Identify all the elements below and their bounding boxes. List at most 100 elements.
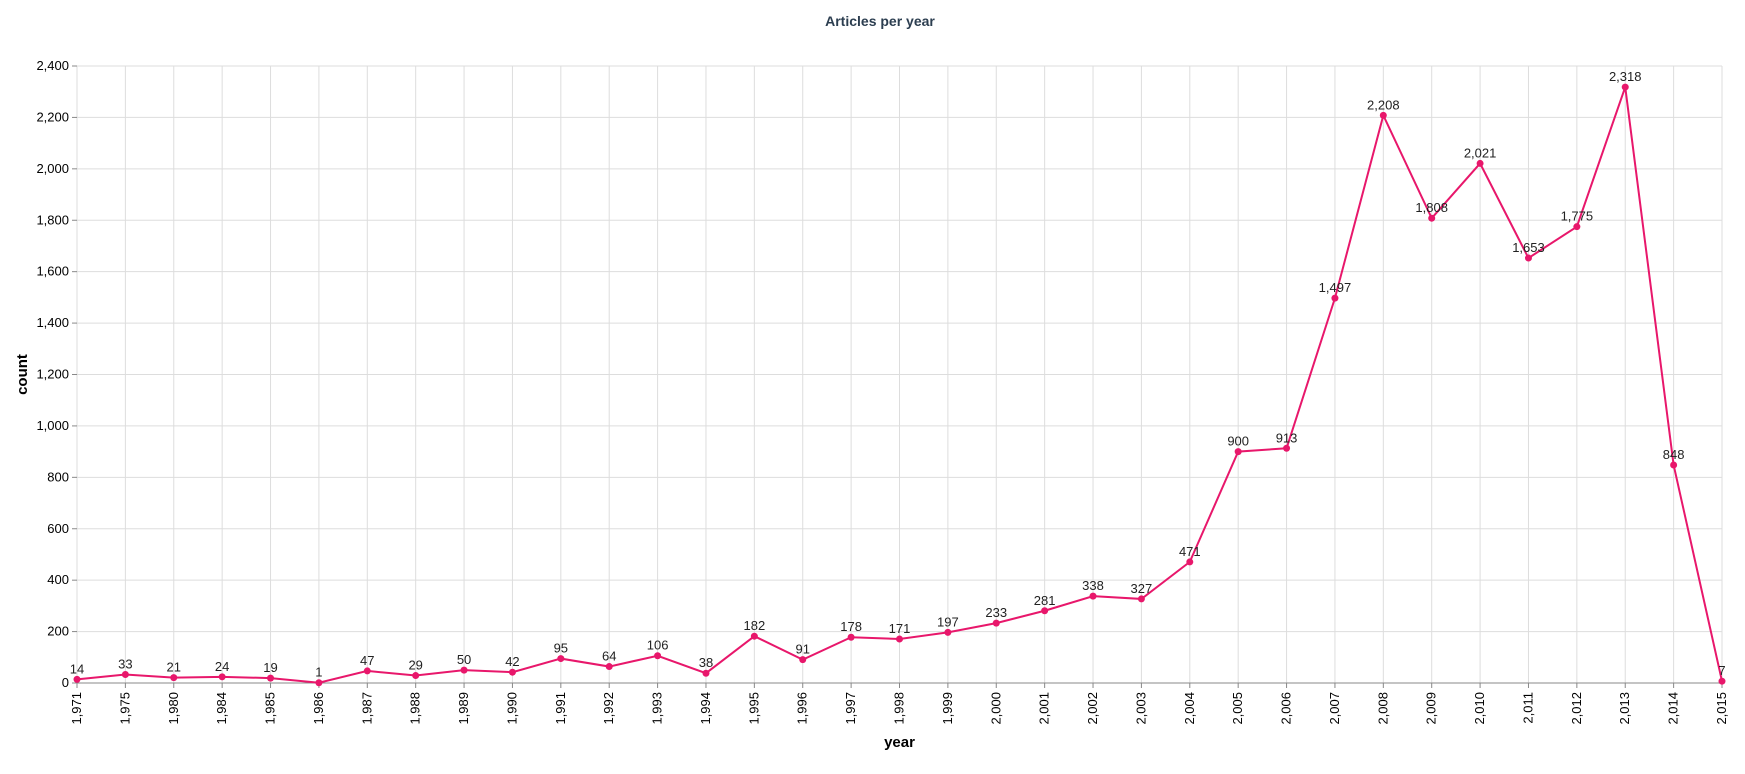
data-point[interactable]: [508, 668, 516, 676]
x-tick-label: 1,986: [311, 692, 326, 725]
data-label: 38: [699, 655, 713, 670]
data-label: 182: [744, 618, 766, 633]
x-tick-label: 1,998: [892, 692, 907, 725]
data-point[interactable]: [702, 669, 710, 677]
data-point[interactable]: [1379, 111, 1387, 119]
x-tick-label: 2,000: [988, 692, 1003, 725]
data-point[interactable]: [750, 632, 758, 640]
x-tick-label: 1,975: [117, 692, 132, 725]
data-point[interactable]: [799, 656, 807, 664]
data-point[interactable]: [363, 667, 371, 675]
data-point[interactable]: [1670, 461, 1678, 469]
data-label: 24: [215, 659, 229, 674]
x-tick-label: 2,010: [1472, 692, 1487, 725]
data-point[interactable]: [557, 655, 565, 663]
y-axis-title: count: [14, 354, 31, 395]
x-tick-label: 2,006: [1279, 692, 1294, 725]
x-tick-label: 1,987: [359, 692, 374, 725]
data-label: 171: [889, 621, 911, 636]
data-point[interactable]: [1234, 448, 1242, 456]
data-point[interactable]: [121, 671, 129, 679]
data-label: 197: [937, 614, 959, 629]
data-label: 64: [602, 649, 616, 664]
data-label: 913: [1276, 430, 1298, 445]
data-label: 19: [263, 660, 277, 675]
data-point[interactable]: [267, 674, 275, 682]
x-axis-ticks: 1,971 1,975 1,980 1,984 1,985 1,986 1,987 1,988…: [69, 683, 1729, 725]
data-point[interactable]: [170, 674, 178, 682]
x-tick-label: 1,993: [650, 692, 665, 725]
x-tick-label: 2,015: [1714, 692, 1729, 725]
y-tick-label: 1,400: [36, 315, 69, 330]
y-tick-label: 2,200: [36, 109, 69, 124]
y-tick-label: 400: [47, 572, 69, 587]
x-tick-label: 2,005: [1230, 692, 1245, 725]
x-tick-label: 1,996: [795, 692, 810, 725]
data-point[interactable]: [654, 652, 662, 660]
data-point[interactable]: [992, 619, 1000, 627]
x-tick-label: 2,001: [1037, 692, 1052, 725]
data-point[interactable]: [1573, 223, 1581, 231]
data-label: 95: [554, 641, 568, 656]
data-point[interactable]: [896, 635, 903, 643]
data-point[interactable]: [1283, 444, 1291, 452]
data-point[interactable]: [1137, 595, 1145, 603]
data-label: 1,808: [1415, 200, 1448, 215]
data-label: 1: [315, 665, 322, 680]
x-tick-label: 1,994: [698, 692, 713, 725]
data-label: 14: [70, 661, 84, 676]
data-label: 106: [647, 638, 669, 653]
chart-title: Articles per year: [825, 13, 935, 29]
data-point[interactable]: [1089, 592, 1097, 600]
data-label: 338: [1082, 578, 1104, 593]
data-point[interactable]: [315, 679, 323, 687]
data-label: 471: [1179, 544, 1201, 559]
data-label: 2,318: [1609, 69, 1642, 84]
data-label: 7: [1718, 663, 1725, 678]
data-point[interactable]: [1718, 677, 1726, 685]
data-point[interactable]: [1428, 214, 1436, 222]
x-tick-label: 1,995: [746, 692, 761, 725]
data-point[interactable]: [73, 675, 81, 683]
data-label: 2,021: [1464, 145, 1497, 160]
y-tick-label: 1,800: [36, 212, 69, 227]
y-tick-label: 2,000: [36, 161, 69, 176]
data-point[interactable]: [847, 633, 855, 641]
data-point[interactable]: [1524, 254, 1532, 262]
data-point[interactable]: [605, 663, 613, 671]
data-points: [73, 83, 1726, 687]
data-point[interactable]: [218, 673, 226, 681]
x-tick-label: 2,002: [1085, 692, 1100, 725]
data-point[interactable]: [1621, 83, 1629, 91]
data-point[interactable]: [1186, 558, 1194, 566]
y-axis-ticks: 0 200 400 600 800 1,000 1,200 1,400 1,600 1,800 2,…: [36, 58, 77, 690]
x-tick-label: 2,008: [1375, 692, 1390, 725]
data-label: 233: [985, 605, 1007, 620]
data-point[interactable]: [1331, 294, 1339, 302]
data-point[interactable]: [460, 666, 468, 674]
data-label: 1,653: [1512, 240, 1545, 255]
data-label: 281: [1034, 593, 1056, 608]
data-label: 1,497: [1319, 280, 1352, 295]
y-tick-label: 600: [47, 521, 69, 536]
y-tick-label: 1,000: [36, 418, 69, 433]
y-tick-label: 1,200: [36, 367, 69, 382]
x-tick-label: 2,004: [1182, 692, 1197, 725]
x-tick-label: 1,999: [940, 692, 955, 725]
x-tick-label: 2,009: [1424, 692, 1439, 725]
data-point[interactable]: [1476, 159, 1484, 167]
x-axis-title: year: [884, 734, 915, 751]
x-tick-label: 1,991: [553, 692, 568, 725]
data-point[interactable]: [412, 672, 420, 680]
data-label: 1,775: [1561, 209, 1594, 224]
data-label: 33: [118, 657, 132, 672]
data-point[interactable]: [944, 628, 952, 636]
data-label: 327: [1131, 581, 1153, 596]
data-label: 21: [167, 660, 181, 675]
y-tick-label: 0: [62, 675, 69, 690]
data-label: 42: [505, 654, 519, 669]
data-point[interactable]: [1041, 607, 1049, 615]
data-label: 848: [1663, 447, 1685, 462]
